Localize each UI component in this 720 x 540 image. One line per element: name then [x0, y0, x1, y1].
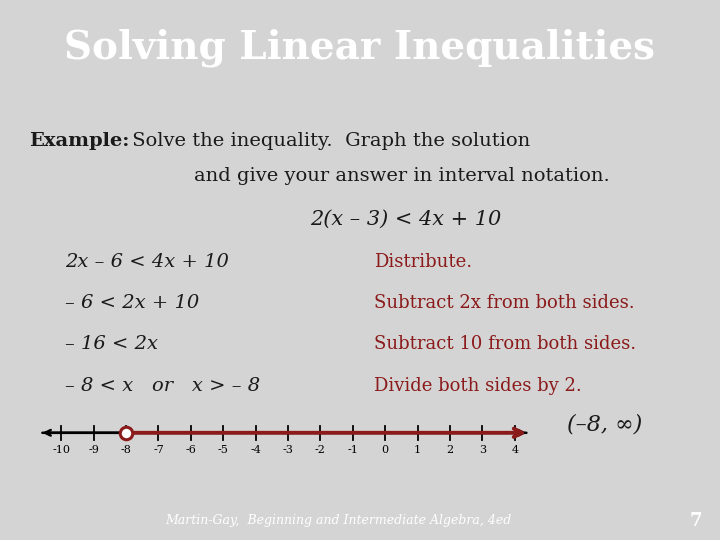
- Text: -8: -8: [120, 444, 132, 455]
- Text: Subtract 10 from both sides.: Subtract 10 from both sides.: [374, 335, 636, 353]
- Text: Divide both sides by 2.: Divide both sides by 2.: [374, 377, 582, 395]
- Text: (–8, ∞): (–8, ∞): [567, 414, 642, 436]
- Text: -1: -1: [347, 444, 359, 455]
- Text: -6: -6: [185, 444, 197, 455]
- Text: -3: -3: [282, 444, 294, 455]
- Text: and give your answer in interval notation.: and give your answer in interval notatio…: [194, 167, 610, 185]
- Text: -10: -10: [53, 444, 71, 455]
- Text: 4: 4: [511, 444, 518, 455]
- Text: -7: -7: [153, 444, 163, 455]
- Text: 2(x – 3) < 4x + 10: 2(x – 3) < 4x + 10: [310, 210, 501, 230]
- Text: 2x – 6 < 4x + 10: 2x – 6 < 4x + 10: [65, 253, 229, 271]
- Text: 1: 1: [414, 444, 421, 455]
- Text: – 8 < x   or   x > – 8: – 8 < x or x > – 8: [65, 377, 260, 395]
- Text: Solve the inequality.  Graph the solution: Solve the inequality. Graph the solution: [126, 132, 530, 150]
- Text: – 6 < 2x + 10: – 6 < 2x + 10: [65, 294, 199, 312]
- Text: 3: 3: [479, 444, 486, 455]
- Text: Distribute.: Distribute.: [374, 253, 472, 271]
- Text: Subtract 2x from both sides.: Subtract 2x from both sides.: [374, 294, 635, 312]
- Text: 7: 7: [690, 511, 702, 530]
- Text: -2: -2: [315, 444, 326, 455]
- Text: 0: 0: [382, 444, 389, 455]
- Text: Example:: Example:: [29, 132, 129, 150]
- Text: -9: -9: [88, 444, 99, 455]
- Text: -4: -4: [250, 444, 261, 455]
- Text: 2: 2: [446, 444, 454, 455]
- Text: Solving Linear Inequalities: Solving Linear Inequalities: [65, 29, 655, 67]
- Text: – 16 < 2x: – 16 < 2x: [65, 335, 158, 353]
- Text: Martin-Gay,  Beginning and Intermediate Algebra, 4ed: Martin-Gay, Beginning and Intermediate A…: [166, 514, 511, 527]
- Text: -5: -5: [217, 444, 229, 455]
